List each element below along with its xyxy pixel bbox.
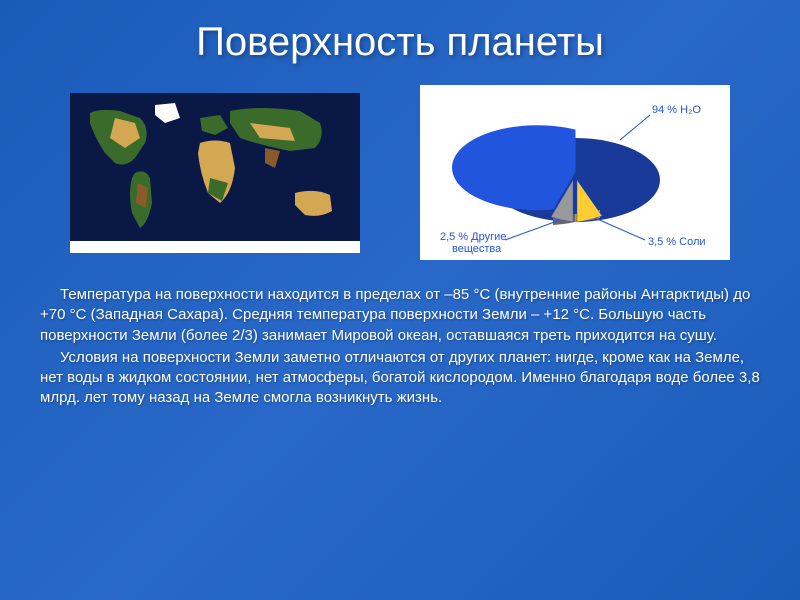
images-row: 94 % H₂O 3,5 % Соли 2,5 % Другие веществ… bbox=[40, 85, 760, 260]
body-text: Температура на поверхности находится в п… bbox=[40, 285, 760, 409]
pie-label-other-2: вещества bbox=[452, 243, 502, 255]
paragraph-2: Условия на поверхности Земли заметно отл… bbox=[40, 348, 760, 409]
pie-label-water: 94 % H₂O bbox=[652, 104, 701, 116]
pie-label-other-1: 2,5 % Другие bbox=[440, 231, 506, 243]
pie-label-salts: 3,5 % Соли bbox=[648, 236, 706, 248]
paragraph-1: Температура на поверхности находится в п… bbox=[40, 285, 760, 346]
slide: Поверхность планеты bbox=[0, 0, 800, 600]
pie-chart: 94 % H₂O 3,5 % Соли 2,5 % Другие веществ… bbox=[420, 85, 730, 260]
slide-title: Поверхность планеты bbox=[40, 20, 760, 65]
world-map-image bbox=[70, 93, 360, 253]
